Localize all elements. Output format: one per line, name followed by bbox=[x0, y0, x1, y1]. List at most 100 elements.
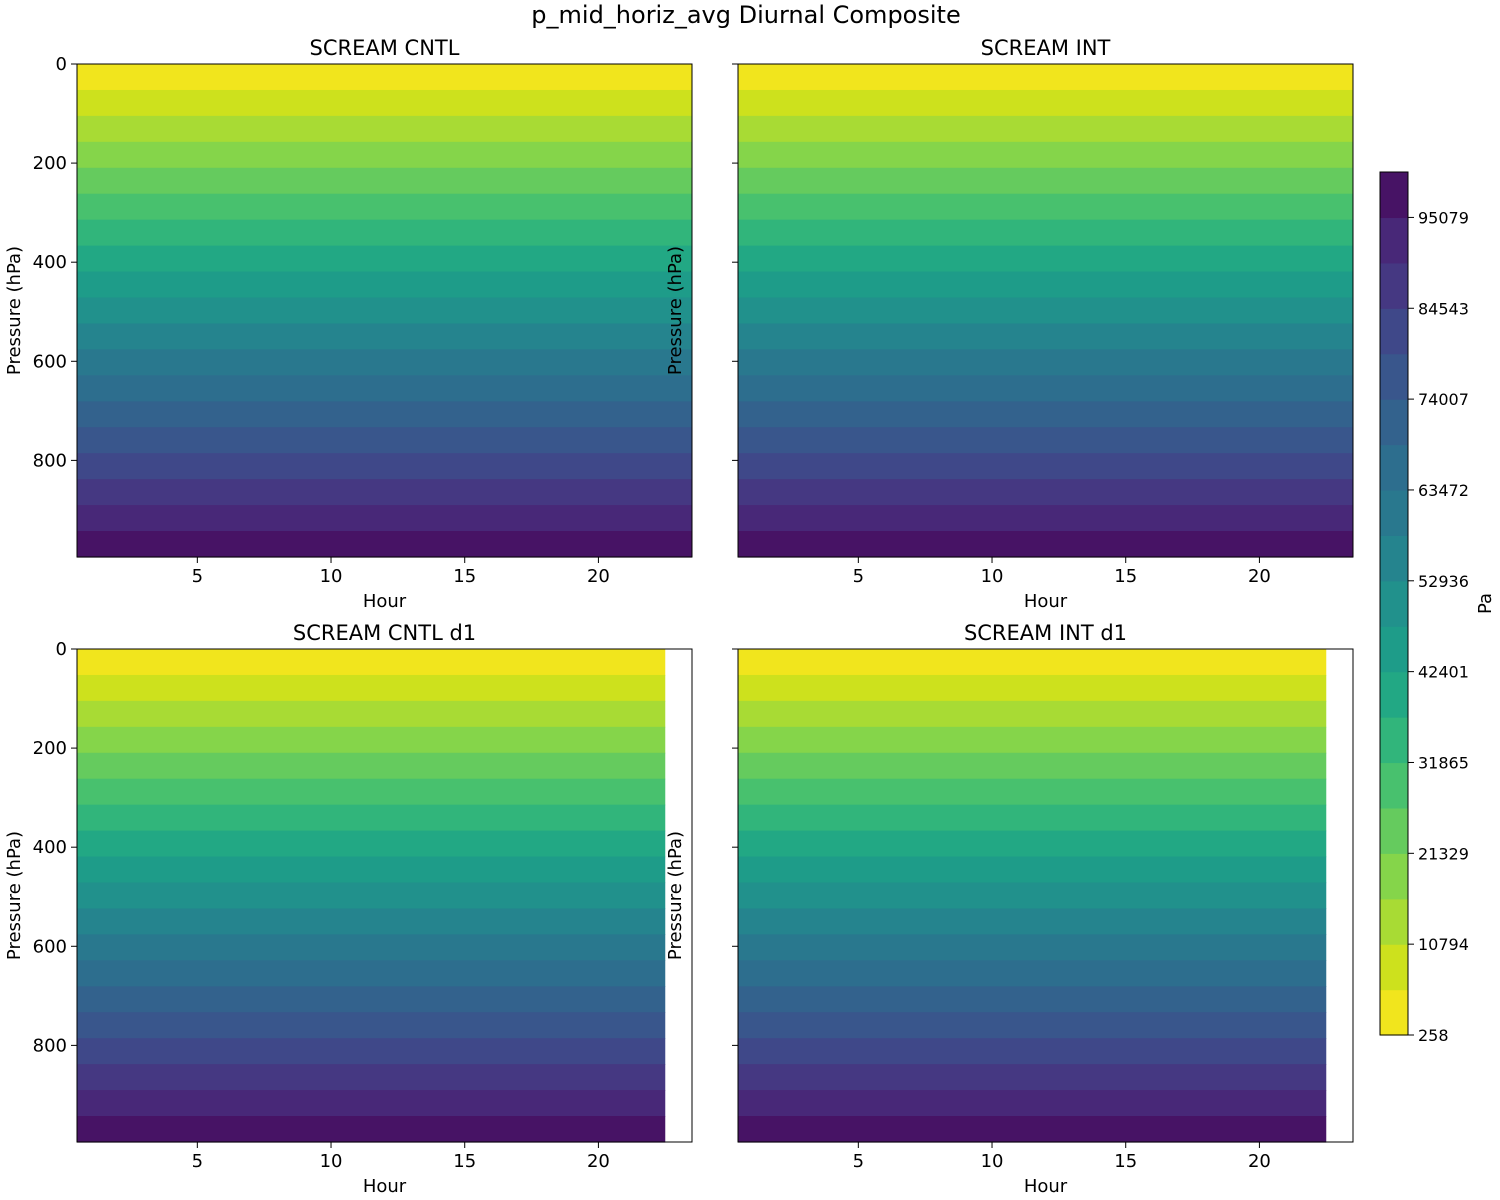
y-tick-label: 0 bbox=[56, 639, 67, 660]
heatmap-band bbox=[77, 271, 692, 299]
colorbar-swatch bbox=[1380, 262, 1408, 309]
x-tick-label: 10 bbox=[981, 1151, 1004, 1172]
colorbar-swatch bbox=[1380, 172, 1408, 219]
heatmap-band bbox=[77, 427, 692, 454]
heatmap-band bbox=[77, 297, 692, 325]
y-tick-label: 400 bbox=[33, 252, 67, 273]
panel-title: SCREAM INT d1 bbox=[964, 621, 1127, 645]
x-tick-label: 15 bbox=[1114, 566, 1137, 587]
heatmap-band bbox=[77, 1012, 666, 1039]
colorbar-tick-label: 95079 bbox=[1418, 208, 1469, 227]
colorbar-tick-label: 42401 bbox=[1418, 663, 1469, 682]
colorbar-swatch bbox=[1380, 444, 1408, 491]
colorbar-tick-label: 84543 bbox=[1418, 299, 1469, 318]
heatmap-band bbox=[738, 349, 1353, 376]
heatmap-band bbox=[738, 960, 1327, 987]
heatmap-band bbox=[77, 726, 666, 754]
heatmap-band bbox=[738, 167, 1353, 195]
plot-frame bbox=[76, 648, 693, 1143]
colorbar-tick-label: 21329 bbox=[1418, 844, 1469, 863]
colorbar-swatch bbox=[1380, 535, 1408, 582]
heatmap-band bbox=[77, 479, 692, 506]
heatmap-band bbox=[77, 960, 666, 987]
x-tick-label: 5 bbox=[192, 1151, 203, 1172]
heatmap-band bbox=[77, 531, 692, 558]
colorbar-swatch bbox=[1380, 807, 1408, 854]
panel-scream-int-d1: 5 10 15 20 SCREAM INT d1 Hour Pressure (hPa… bbox=[665, 621, 1354, 1197]
x-axis-label: Hour bbox=[1024, 591, 1068, 612]
heatmap-band bbox=[77, 323, 692, 350]
heatmap-band bbox=[77, 64, 692, 91]
colorbar-swatch bbox=[1380, 989, 1408, 1036]
heatmap-band bbox=[77, 908, 666, 935]
heatmap-band bbox=[738, 804, 1327, 832]
heatmap-band bbox=[77, 219, 692, 247]
colorbar-swatch bbox=[1380, 762, 1408, 809]
heatmap-band bbox=[738, 1012, 1327, 1039]
heatmap-band bbox=[738, 323, 1353, 350]
heatmap-band bbox=[77, 193, 692, 221]
y-axis: 0 200 400 600 800 bbox=[33, 639, 77, 1056]
colorbar-tick-label: 63472 bbox=[1418, 481, 1469, 500]
colorbar-swatch bbox=[1380, 489, 1408, 536]
x-tick-label: 5 bbox=[853, 1151, 864, 1172]
heatmap-band bbox=[77, 1064, 666, 1091]
colorbar-swatches bbox=[1380, 172, 1408, 1036]
y-tick-label: 200 bbox=[33, 738, 67, 759]
plot-frame bbox=[737, 63, 1354, 558]
colorbar-frame bbox=[1379, 171, 1409, 1036]
heatmap-band bbox=[738, 505, 1353, 532]
x-tick-label: 5 bbox=[853, 566, 864, 587]
y-axis bbox=[732, 63, 738, 461]
colorbar-tick-label: 52936 bbox=[1418, 572, 1469, 591]
y-tick-label: 400 bbox=[33, 837, 67, 858]
heatmap-bands bbox=[738, 649, 1327, 1143]
heatmap-band bbox=[77, 245, 692, 273]
x-axis-label: Hour bbox=[1024, 1176, 1068, 1197]
heatmap-band bbox=[77, 375, 692, 402]
heatmap-band bbox=[738, 245, 1353, 273]
heatmap-bands bbox=[77, 649, 666, 1143]
heatmap-band bbox=[77, 89, 692, 117]
heatmap-band bbox=[738, 778, 1327, 806]
heatmap-band bbox=[738, 89, 1353, 117]
heatmap-band bbox=[738, 531, 1353, 558]
heatmap-band bbox=[738, 141, 1353, 169]
colorbar-swatch bbox=[1380, 580, 1408, 627]
heatmap-band bbox=[738, 1090, 1327, 1117]
heatmap-band bbox=[738, 700, 1327, 728]
panel-scream-int: 5 10 15 20 SCREAM INT Hour Pressure (hPa) bbox=[665, 36, 1354, 612]
x-tick-label: 10 bbox=[320, 1151, 343, 1172]
colorbar-tick-label: 258 bbox=[1418, 1026, 1449, 1045]
heatmap-band bbox=[77, 1090, 666, 1117]
heatmap-band bbox=[738, 453, 1353, 480]
x-axis-label: Hour bbox=[363, 1176, 407, 1197]
colorbar-swatch bbox=[1380, 399, 1408, 446]
plot-frame bbox=[76, 63, 693, 558]
heatmap-band bbox=[77, 649, 666, 676]
x-tick-label: 20 bbox=[587, 1151, 610, 1172]
heatmap-band bbox=[738, 427, 1353, 454]
x-axis: 5 10 15 20 bbox=[853, 1142, 1271, 1172]
y-axis-label: Pressure (hPa) bbox=[665, 831, 686, 960]
y-axis-label: Pressure (hPa) bbox=[4, 831, 25, 960]
y-tick-label: 600 bbox=[33, 351, 67, 372]
colorbar-label: Pa bbox=[1475, 593, 1496, 614]
x-tick-label: 20 bbox=[1248, 1151, 1271, 1172]
colorbar: 258 10794 21329 31865 42401 52936 63472 74007 84… bbox=[1379, 171, 1496, 1045]
heatmap-band bbox=[738, 752, 1327, 780]
heatmap-band bbox=[77, 453, 692, 480]
heatmap-band bbox=[77, 167, 692, 195]
x-axis: 5 10 15 20 bbox=[192, 557, 610, 587]
x-tick-label: 10 bbox=[320, 566, 343, 587]
colorbar-tick-label: 74007 bbox=[1418, 390, 1469, 409]
heatmap-band bbox=[77, 674, 666, 702]
heatmap-band bbox=[738, 297, 1353, 325]
heatmap-band bbox=[738, 856, 1327, 884]
panel-scream-cntl: 5 10 15 20 0 200 400 600 800 SCREAM CNTL Hour P… bbox=[4, 36, 693, 612]
x-tick-label: 20 bbox=[1248, 566, 1271, 587]
heatmap-band bbox=[738, 674, 1327, 702]
colorbar-swatch bbox=[1380, 671, 1408, 718]
heatmap-band bbox=[738, 271, 1353, 299]
